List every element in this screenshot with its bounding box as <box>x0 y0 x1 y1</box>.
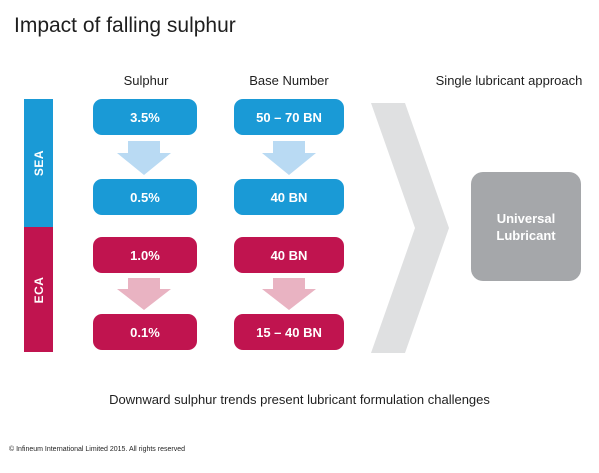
universal-lubricant-line2: Lubricant <box>496 227 556 243</box>
eca-sulphur-down-arrow-icon <box>117 278 171 310</box>
sea-zone-label: SEA <box>31 149 46 177</box>
column-header-sulphur: Sulphur <box>123 73 169 88</box>
sea-sulphur-after-box: 0.5% <box>93 179 197 215</box>
sea-base-number-down-arrow-icon <box>262 141 316 175</box>
chevron-right-icon <box>371 103 449 353</box>
page-title: Impact of falling sulphur <box>14 14 236 37</box>
column-header-base-number: Base Number <box>249 73 329 88</box>
eca-zone-label: ECA <box>31 276 46 303</box>
sea-base-number-before-box: 50 – 70 BN <box>234 99 344 135</box>
caption: Downward sulphur trends present lubrican… <box>109 392 490 407</box>
eca-sulphur-before-box: 1.0% <box>93 237 197 273</box>
eca-base-number-after-box: 15 – 40 BN <box>234 314 344 350</box>
eca-base-number-before-box: 40 BN <box>234 237 344 273</box>
copyright-notice: © Infineum International Limited 2015. A… <box>9 446 185 453</box>
sea-sulphur-before-box: 3.5% <box>93 99 197 135</box>
column-header-single-lubricant-approach: Single lubricant approach <box>435 73 583 88</box>
eca-sulphur-after-box: 0.1% <box>93 314 197 350</box>
eca-base-number-down-arrow-icon <box>262 278 316 310</box>
eca-zone-bar: ECA <box>24 227 53 352</box>
universal-lubricant-box: Universal Lubricant <box>471 172 581 281</box>
sea-base-number-after-box: 40 BN <box>234 179 344 215</box>
sea-zone-bar: SEA <box>24 99 53 227</box>
sea-sulphur-down-arrow-icon <box>117 141 171 175</box>
universal-lubricant-line1: Universal <box>496 210 556 226</box>
